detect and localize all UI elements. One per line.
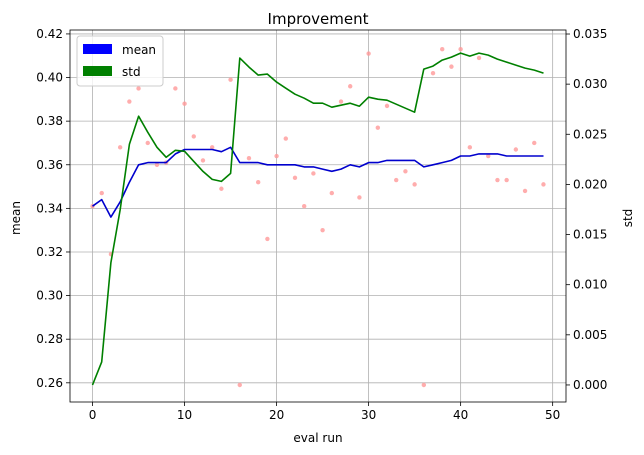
scatter-series <box>90 46 546 388</box>
legend-swatch-std <box>83 66 112 76</box>
scatter-point <box>476 55 482 61</box>
scatter-point <box>495 177 500 183</box>
scatter-point <box>173 86 178 91</box>
x-tick-label: 50 <box>545 408 560 422</box>
scatter-point <box>265 236 270 242</box>
scatter-point <box>513 147 519 152</box>
scatter-point <box>486 153 491 159</box>
scatter-point <box>394 177 399 183</box>
x-tick-label: 30 <box>361 408 376 422</box>
scatter-point <box>154 162 160 167</box>
x-tick-label: 10 <box>177 408 192 422</box>
scatter-point <box>421 382 427 388</box>
scatter-point <box>191 134 196 139</box>
scatter-point <box>440 46 445 52</box>
scatter-point <box>255 180 261 185</box>
y-left-tick-label: 0.36 <box>36 158 63 172</box>
scatter-point <box>274 153 279 159</box>
y-right-tick-label: 0.020 <box>573 177 607 191</box>
scatter-point <box>301 203 307 209</box>
scatter-point <box>504 177 509 183</box>
scatter-point <box>467 145 473 150</box>
y-axis-left-label: mean <box>9 201 23 235</box>
scatter-point <box>375 125 381 130</box>
scatter-point <box>283 136 288 141</box>
scatter-point <box>127 99 132 104</box>
y-left-tick-label: 0.28 <box>36 332 63 346</box>
chart-title: Improvement <box>268 10 369 28</box>
legend-label-mean: mean <box>122 43 156 57</box>
scatter-point <box>228 77 233 82</box>
scatter-point <box>182 101 187 106</box>
y-right-tick-label: 0.000 <box>573 378 607 392</box>
y-axis-right-label: std <box>621 209 635 228</box>
scatter-point <box>532 140 537 146</box>
y-right-tick-label: 0.025 <box>573 127 607 141</box>
legend-swatch-mean <box>83 44 112 54</box>
scatter-point <box>200 158 206 163</box>
scatter-point <box>458 46 463 52</box>
scatter-point <box>117 145 123 150</box>
y-left-tick-label: 0.32 <box>36 245 63 259</box>
x-axis: 0 10 20 30 40 50 <box>89 402 560 422</box>
scatter-point <box>412 182 417 187</box>
scatter-point <box>320 227 325 233</box>
scatter-point <box>430 70 436 76</box>
scatter-point <box>449 64 454 69</box>
scatter-point <box>384 103 390 109</box>
scatter-point <box>136 86 141 91</box>
scatter-point <box>357 195 362 200</box>
scatter-point <box>366 51 371 56</box>
scatter-point <box>292 175 298 181</box>
scatter-point <box>541 182 546 187</box>
y-left-tick-label: 0.30 <box>36 289 63 303</box>
series-line-std <box>91 52 544 386</box>
y-left-tick-label: 0.26 <box>36 376 63 390</box>
y-left-tick-label: 0.42 <box>36 27 63 41</box>
legend: mean std <box>76 35 164 87</box>
scatter-point <box>237 382 242 388</box>
y-left-tick-label: 0.38 <box>36 114 63 128</box>
scatter-point <box>522 188 528 194</box>
y-axis-right: 0.000 0.005 0.010 0.015 0.020 0.025 0.030 0.035 <box>566 27 607 392</box>
y-left-tick-label: 0.40 <box>36 71 63 85</box>
scatter-point <box>99 190 104 196</box>
series-line-mean <box>92 146 544 218</box>
scatter-point <box>145 140 150 146</box>
y-right-tick-label: 0.035 <box>573 27 607 41</box>
y-right-tick-label: 0.010 <box>573 278 607 292</box>
x-tick-label: 20 <box>269 408 284 422</box>
scatter-point <box>246 156 252 161</box>
grid <box>70 30 566 402</box>
y-right-tick-label: 0.030 <box>573 77 607 91</box>
x-tick-label: 0 <box>89 408 97 422</box>
scatter-point <box>311 171 316 176</box>
y-right-tick-label: 0.015 <box>573 228 607 242</box>
y-right-tick-label: 0.005 <box>573 328 607 342</box>
scatter-point <box>209 145 215 150</box>
x-tick-label: 40 <box>453 408 468 422</box>
scatter-point <box>338 99 344 104</box>
scatter-point <box>403 169 408 174</box>
line-series <box>91 52 544 386</box>
scatter-point <box>329 190 335 196</box>
scatter-point <box>348 84 353 89</box>
y-axis-left: 0.26 0.28 0.30 0.32 0.34 0.36 0.38 0.40 0.42 <box>36 27 70 390</box>
x-axis-label: eval run <box>293 431 342 445</box>
plot-area <box>69 29 567 403</box>
scatter-point <box>219 186 224 191</box>
legend-label-std: std <box>122 65 141 79</box>
y-left-tick-label: 0.34 <box>36 201 63 215</box>
